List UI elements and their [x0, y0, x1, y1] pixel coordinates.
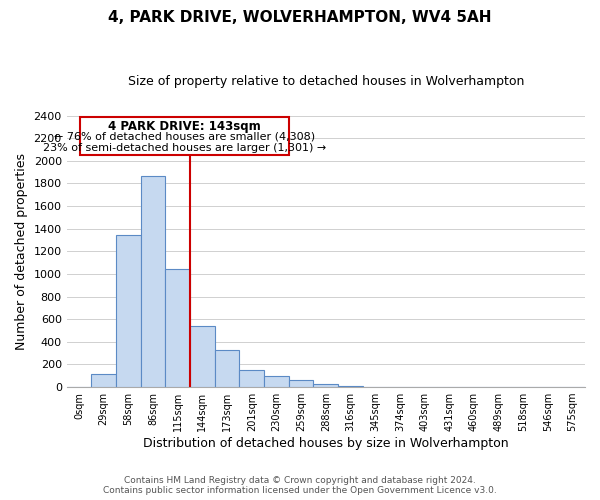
Text: 4, PARK DRIVE, WOLVERHAMPTON, WV4 5AH: 4, PARK DRIVE, WOLVERHAMPTON, WV4 5AH	[108, 10, 492, 25]
Bar	[264, 376, 289, 387]
Text: 4 PARK DRIVE: 143sqm: 4 PARK DRIVE: 143sqm	[108, 120, 261, 133]
Y-axis label: Number of detached properties: Number of detached properties	[15, 153, 28, 350]
Bar	[338, 386, 363, 387]
FancyBboxPatch shape	[80, 116, 289, 155]
X-axis label: Distribution of detached houses by size in Wolverhampton: Distribution of detached houses by size …	[143, 437, 509, 450]
Bar	[239, 370, 264, 387]
Bar	[91, 374, 116, 387]
Bar	[141, 176, 166, 387]
Bar	[215, 350, 239, 387]
Bar	[166, 270, 190, 387]
Text: Contains HM Land Registry data © Crown copyright and database right 2024.
Contai: Contains HM Land Registry data © Crown c…	[103, 476, 497, 495]
Text: 23% of semi-detached houses are larger (1,301) →: 23% of semi-detached houses are larger (…	[43, 143, 326, 153]
Bar	[190, 326, 215, 387]
Bar	[313, 384, 338, 387]
Bar	[116, 236, 141, 387]
Text: ← 76% of detached houses are smaller (4,308): ← 76% of detached houses are smaller (4,…	[54, 132, 315, 141]
Bar	[289, 380, 313, 387]
Title: Size of property relative to detached houses in Wolverhampton: Size of property relative to detached ho…	[128, 75, 524, 88]
